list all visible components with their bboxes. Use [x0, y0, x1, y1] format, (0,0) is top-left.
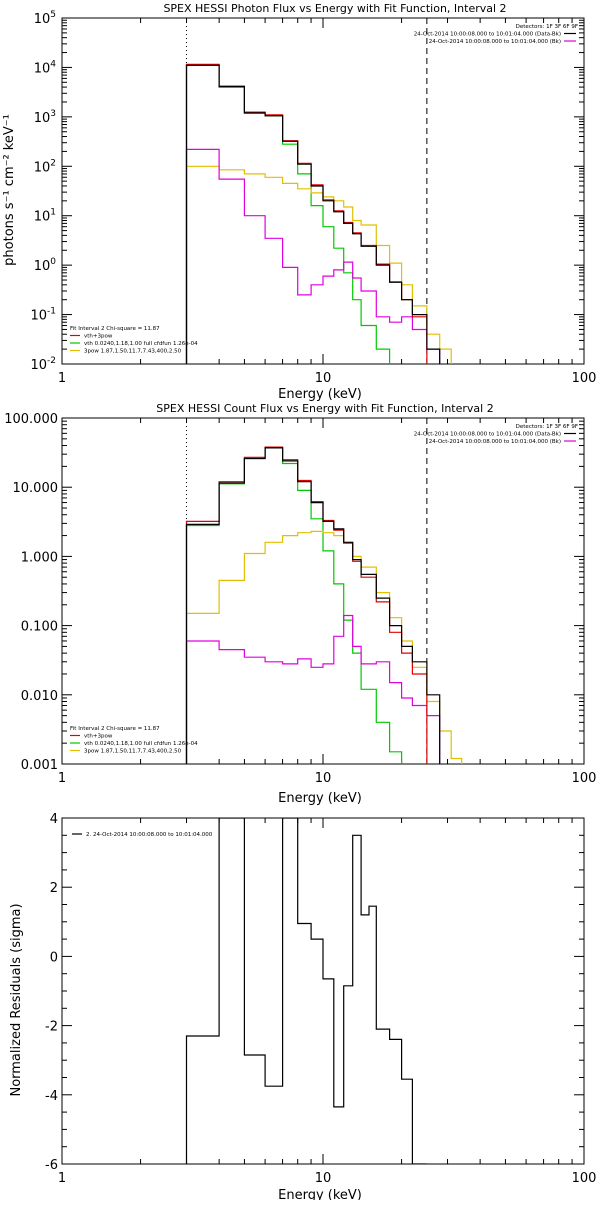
photon-flux-x-tick-label: 10: [315, 371, 332, 386]
photon-flux-series-group: [185, 63, 452, 364]
count-flux-legend-bottomleft-text: vth 0.0240,1.18,1.00 full cfdfun 1.26e-0…: [84, 741, 198, 747]
count-flux-legend-topright-text: 24-Oct-2014 10:00:08.000 to 10:01:04.000…: [414, 432, 561, 438]
photon-flux-legend-topright-text: Detectors: 1F 3F 6F 9F: [516, 24, 578, 30]
count-flux-y-tick-label: 1.000: [21, 550, 58, 565]
count-flux-series-1-line: [185, 446, 428, 764]
count-flux-plot-frame: [61, 417, 585, 765]
count-flux-series-4-line: [185, 614, 441, 764]
residuals-plot-frame: [61, 817, 585, 1165]
count-flux-y-tick-label: 100.000: [4, 412, 58, 427]
photon-flux-y-tick-exponent: 2: [50, 158, 56, 168]
photon-flux-legend-topright-text: 24-Oct-2014 10:00:08.000 to 10:01:04.000…: [429, 39, 561, 45]
photon-flux-y-tick-base: 10: [34, 12, 51, 27]
photon-flux-y-tick-base: 10: [34, 61, 51, 76]
count-flux-legend-topright-text: Detectors: 1F 3F 6F 9F: [516, 424, 578, 430]
residuals-y-tick-label: 4: [50, 812, 58, 827]
residuals-x-tick-label: 10: [315, 1171, 332, 1186]
photon-flux-y-tick-exponent: 1: [50, 208, 56, 218]
photon-flux-legend-bottomleft-text: vth 0.0240,1.18,1.00 full cfdfun 1.26e-0…: [84, 341, 198, 347]
photon-flux-y-tick-base: 10: [34, 111, 51, 126]
residuals-x-tick-label: 100: [572, 1171, 597, 1186]
photon-flux-y-tick-exponent: 5: [50, 10, 56, 20]
photon-flux-y-tick-base: 10: [34, 210, 51, 225]
photon-flux-y-tick-base: 10: [34, 160, 51, 175]
residuals-panel: Energy (keV) Normalized Residuals (sigma…: [9, 812, 597, 1203]
count-flux-y-tick-label: 0.001: [21, 758, 58, 773]
residuals-series-0-line: [185, 818, 427, 1164]
residuals-x-tick-label: 1: [58, 1171, 66, 1186]
photon-flux-legend-bottomleft-text: 3pow 1.87,1.50,11.7,7.43,400,2.50: [84, 349, 182, 355]
count-flux-series-group: [185, 446, 463, 764]
residuals-y-tick-label: -2: [45, 1020, 58, 1035]
photon-flux-legend-topright-text: 24-Oct-2014 10:00:08.000 to 10:01:04.000…: [414, 32, 561, 38]
count-flux-series-0-line: [185, 447, 441, 764]
count-flux-xlabel: Energy (keV): [278, 791, 362, 806]
count-flux-x-tick-label: 10: [315, 771, 332, 786]
count-flux-legend-bottomleft-text: Fit Interval 2 Chi-square = 11.87: [70, 726, 160, 732]
photon-flux-legend-bottomleft-text: vth+3pow: [84, 334, 113, 340]
photon-flux-series-1-line: [185, 63, 428, 364]
photon-flux-x-tick-label: 100: [572, 371, 597, 386]
photon-flux-y-tick-exponent: 3: [50, 109, 56, 119]
photon-flux-series-4-line: [185, 148, 441, 364]
count-flux-legend-bottomleft-text: vth+3pow: [84, 734, 113, 740]
photon-flux-series-2-line: [185, 64, 391, 364]
photon-flux-y-tick-label: 102: [34, 158, 56, 175]
photon-flux-xlabel: Energy (keV): [278, 387, 362, 402]
photon-flux-y-tick-label: 104: [34, 59, 57, 76]
photon-flux-y-tick-label: 100: [34, 257, 57, 274]
count-flux-title: SPEX HESSI Count Flux vs Energy with Fit…: [156, 402, 493, 415]
photon-flux-y-tick-exponent: -1: [47, 307, 56, 317]
photon-flux-y-tick-exponent: -2: [47, 356, 56, 366]
residuals-y-tick-label: 2: [50, 881, 58, 896]
photon-flux-ylabel: photons s⁻¹ cm⁻² keV⁻¹: [2, 114, 17, 266]
photon-flux-y-tick-label: 10-2: [30, 356, 56, 373]
photon-flux-y-tick-base: 10: [30, 309, 47, 324]
count-flux-x-tick-label: 100: [572, 771, 597, 786]
photon-flux-y-tick-base: 10: [30, 358, 47, 373]
residuals-y-tick-label: -6: [45, 1158, 58, 1173]
count-flux-series-3-line: [185, 530, 463, 764]
photon-flux-y-tick-label: 101: [34, 208, 56, 225]
count-flux-y-tick-label: 0.010: [21, 689, 58, 704]
photon-flux-x-tick-label: 1: [58, 371, 66, 386]
photon-flux-y-tick-exponent: 4: [50, 59, 56, 69]
photon-flux-y-tick-label: 10-1: [30, 307, 56, 324]
photon-flux-y-tick-base: 10: [34, 259, 51, 274]
residuals-legend-topleft-text: 2. 24-Oct-2014 10:00:08.000 to 10:01:04.…: [86, 832, 213, 838]
photon-flux-y-tick-label: 103: [34, 109, 56, 126]
count-flux-legend-bottomleft-text: 3pow 1.87,1.50,11.7,7.43,400,2.50: [84, 749, 182, 755]
residuals-xlabel: Energy (keV): [278, 1188, 362, 1200]
photon-flux-panel: SPEX HESSI Photon Flux vs Energy with Fi…: [2, 2, 596, 402]
residuals-y-tick-label: 0: [50, 950, 58, 965]
photon-flux-y-tick-exponent: 0: [50, 257, 56, 267]
count-flux-legend-topright-text: 24-Oct-2014 10:00:08.000 to 10:01:04.000…: [429, 439, 561, 445]
photon-flux-series-0-line: [185, 64, 441, 364]
residuals-series-group: [185, 818, 427, 1164]
residuals-ylabel: Normalized Residuals (sigma): [9, 903, 24, 1096]
count-flux-y-tick-label: 0.100: [21, 620, 58, 635]
count-flux-x-tick-label: 1: [58, 771, 66, 786]
residuals-y-tick-label: -4: [45, 1089, 58, 1104]
photon-flux-series-3-line: [185, 165, 452, 364]
photon-flux-title: SPEX HESSI Photon Flux vs Energy with Fi…: [163, 2, 506, 15]
photon-flux-legend-bottomleft-text: Fit Interval 2 Chi-square = 11.87: [70, 326, 160, 332]
count-flux-panel: SPEX HESSI Count Flux vs Energy with Fit…: [4, 402, 596, 806]
count-flux-y-tick-label: 10.000: [13, 481, 59, 496]
photon-flux-y-tick-label: 105: [34, 10, 56, 27]
